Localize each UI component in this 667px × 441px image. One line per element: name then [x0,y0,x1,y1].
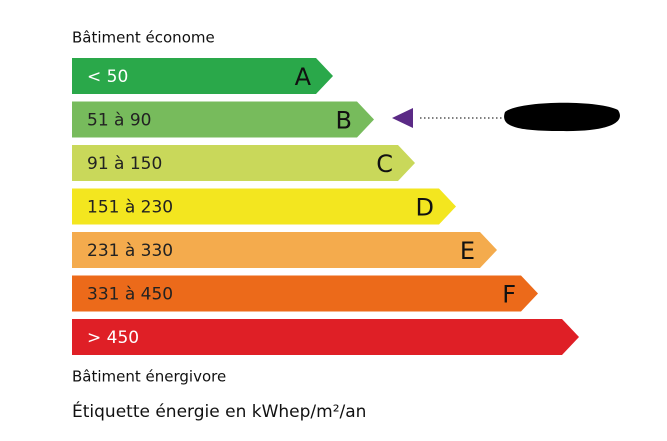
band-range: 91 à 150 [87,154,162,174]
band-letter: B [336,107,352,135]
band [72,101,374,138]
band [72,319,579,355]
band-range: > 450 [87,328,139,348]
band [72,145,415,181]
header-title: Bâtiment économe [72,29,215,47]
caption: Étiquette énergie en kWhep/m²/an [72,400,366,422]
band [72,275,538,312]
band [72,188,456,225]
bands: < 50 A 51 à 90 B 91 à 150 C 151 à 230 D 231 à 33… [72,58,579,355]
band-range: 51 à 90 [87,111,152,131]
band-letter: F [502,281,516,309]
redacted-value [504,102,620,132]
band-letter: A [295,63,312,91]
band-range: < 50 [87,67,128,87]
band [72,232,497,268]
band-range: 231 à 330 [87,241,173,261]
band-letter: C [376,150,393,178]
indicator-arrow [392,108,413,128]
band-range: 151 à 230 [87,198,173,218]
band-range: 331 à 450 [87,285,173,305]
band-letter: D [416,194,434,222]
band [72,58,333,94]
band-letter: E [460,237,475,265]
footer-title: Bâtiment énergivore [72,368,226,386]
